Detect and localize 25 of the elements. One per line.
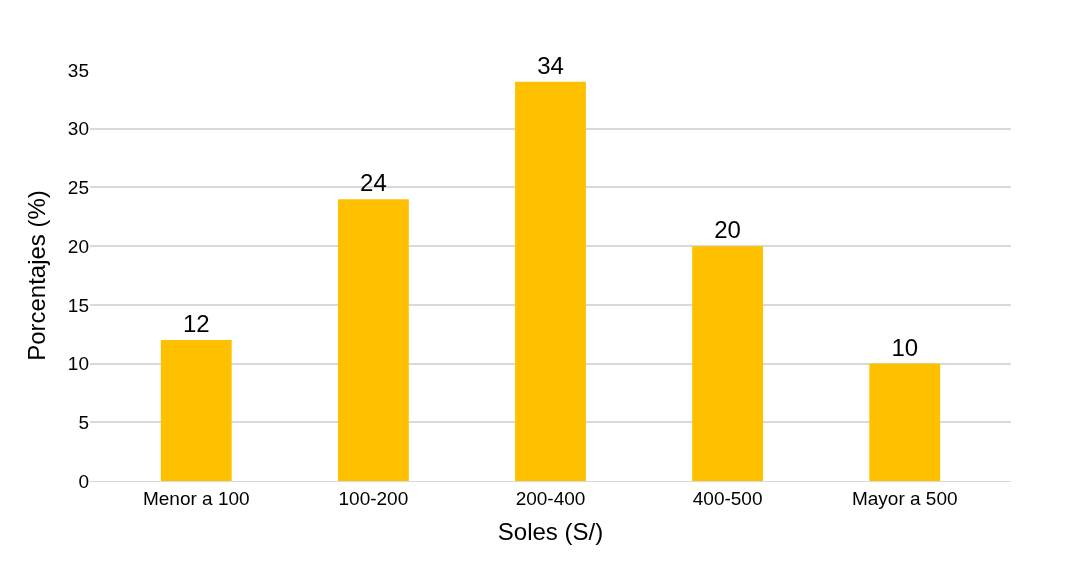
y-axis-title: Porcentajes (%) [22,190,50,361]
x-tick-label: 200-400 [515,487,586,509]
bar [160,340,232,481]
data-label: 24 [360,169,387,197]
data-label: 20 [714,216,741,244]
x-tick-label: Mayor a 500 [851,487,958,509]
y-tick-label: 35 [67,59,89,81]
y-tick-label: 10 [67,353,89,375]
bar [869,363,941,481]
data-label: 12 [182,310,210,338]
y-tick-label: 30 [67,118,89,140]
x-tick-label: 400-500 [692,487,763,509]
bar [692,246,764,481]
x-tick-label: Menor a 100 [142,487,250,509]
y-tick-label: 25 [67,177,89,199]
bar [515,81,586,481]
data-label: 34 [537,51,564,79]
y-tick-label: 15 [67,294,89,316]
data-label: 10 [891,333,919,361]
bar [337,199,409,481]
y-tick-label: 5 [78,411,89,433]
y-tick-label: 20 [67,235,89,257]
x-tick-label: 100-200 [338,487,409,509]
y-tick-label: 0 [78,470,89,492]
x-axis-title: Soles (S/) [497,518,604,546]
